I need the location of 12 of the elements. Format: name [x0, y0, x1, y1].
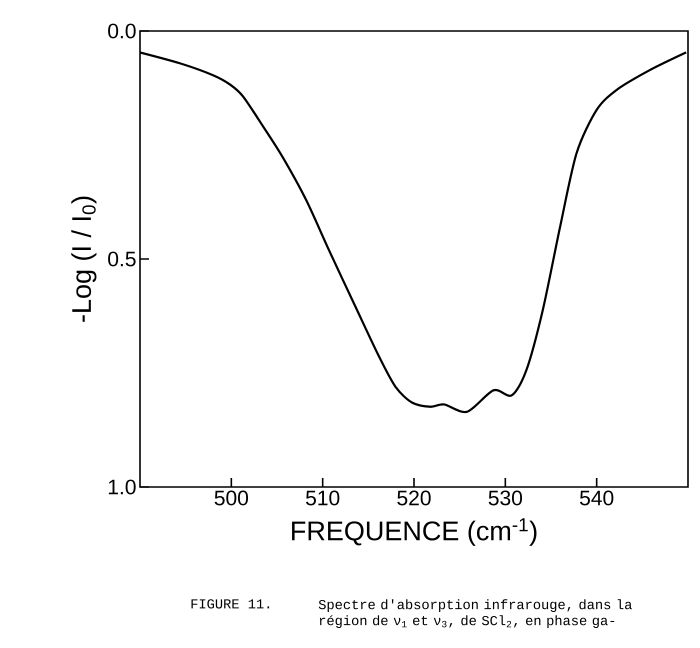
text: Spectre d'absorption infrarouge, dans la région de ν$_{1}$ et ν$_{3}$, de SCl$_{2}$, en phase ga- [318, 599, 632, 628]
x-tick-label: 540 [580, 490, 614, 506]
y-tick-label: 1.0 [108, 480, 136, 494]
x-tick-label: 530 [488, 490, 522, 506]
x-tick-label: 520 [397, 490, 431, 506]
y-axis-title: -Log (I / I$_{0}$) [71, 196, 96, 322]
x-tick-label: 500 [214, 490, 248, 506]
y-tick-label: 0.5 [108, 252, 136, 266]
x-axis-title: FREQUENCE (cm$^{-1}$) [292, 518, 536, 546]
x-tick-label: 510 [306, 490, 340, 506]
caption: FIGURE 11. [192, 599, 270, 609]
y-tick-label: 0.0 [108, 24, 136, 38]
